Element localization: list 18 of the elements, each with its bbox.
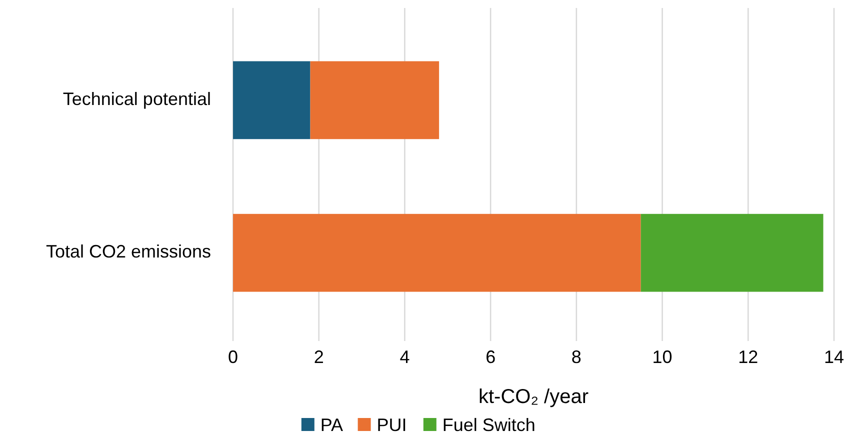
bar	[640, 214, 824, 292]
x-axis-title: kt-CO₂ /year	[478, 386, 589, 408]
legend-label: Fuel Switch	[442, 415, 536, 435]
y-tick-label: Technical potential	[62, 88, 211, 109]
legend-label: PA	[320, 415, 344, 435]
x-tick-label: 6	[486, 347, 496, 367]
bar	[233, 214, 641, 292]
x-tick-label: 14	[824, 347, 844, 367]
x-tick-label: 4	[400, 347, 410, 367]
bar	[233, 61, 310, 140]
x-tick-label: 10	[652, 347, 672, 367]
legend-label: PUI	[376, 415, 407, 435]
x-tick-label: 0	[228, 347, 238, 367]
bar	[310, 61, 440, 140]
y-tick-label: Total CO2 emissions	[46, 242, 211, 262]
x-tick-label: 8	[571, 347, 582, 367]
x-tick-label: 12	[738, 347, 758, 367]
x-tick-label: 2	[314, 347, 324, 367]
